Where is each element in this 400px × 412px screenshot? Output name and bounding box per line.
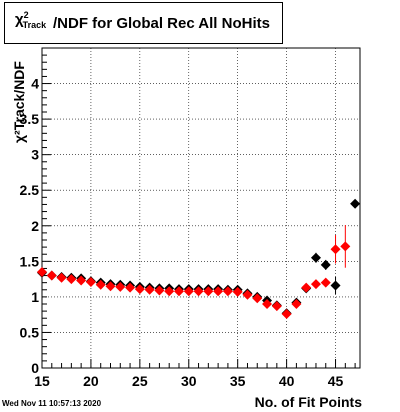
title-chi-symbol: χ2Track: [15, 10, 47, 30]
chart-title: /NDF for Global Rec All NoHits: [53, 15, 270, 32]
y-tick-label: 0: [31, 360, 39, 376]
timestamp-footer: Wed Nov 11 10:57:13 2020: [2, 399, 102, 408]
data-point-red: [125, 282, 136, 293]
data-point-red: [262, 299, 273, 309]
data-point-red: [115, 281, 126, 292]
chart-title-box: χ2Track /NDF for Global Rec All NoHits: [4, 2, 283, 44]
data-point-black: [350, 198, 361, 209]
data-point-red: [173, 286, 184, 297]
data-point-red: [183, 286, 194, 297]
data-point-red: [164, 286, 175, 297]
x-tick-label: 45: [328, 373, 344, 389]
data-point-red: [56, 272, 67, 283]
x-tick-label: 15: [34, 373, 50, 389]
y-tick-label: 2: [31, 218, 39, 234]
y-tick-label: 0.5: [20, 324, 40, 340]
y-tick-label: 4: [31, 76, 39, 92]
y-tick-label: 3: [31, 147, 39, 163]
data-point-black: [330, 280, 341, 291]
data-point-red: [66, 274, 77, 285]
data-point-red: [76, 275, 87, 286]
x-tick-label: 25: [132, 373, 148, 389]
data-point-red: [320, 277, 331, 288]
x-tick-label: 40: [279, 373, 295, 389]
data-point-black: [310, 252, 321, 263]
y-tick-label: 3.5: [20, 111, 40, 127]
data-point-red: [134, 284, 145, 295]
y-tick-label: 1.5: [20, 253, 40, 269]
data-point-red: [213, 286, 224, 297]
y-tick-label: 2.5: [20, 182, 40, 198]
data-point-red: [85, 276, 96, 287]
x-axis-title: No. of Fit Points: [254, 394, 362, 410]
data-point-red: [252, 293, 263, 304]
data-point-red: [330, 244, 341, 255]
data-point-red: [232, 286, 243, 297]
x-tick-label: 20: [83, 373, 99, 389]
data-point-red: [46, 270, 57, 281]
x-tick-label: 35: [230, 373, 246, 389]
data-point-red: [281, 308, 292, 319]
y-tick-label: 1: [31, 289, 39, 305]
data-point-red: [37, 267, 47, 277]
x-tick-label: 30: [181, 373, 197, 389]
data-point-red: [340, 241, 351, 252]
data-point-red: [242, 289, 253, 300]
data-point-black: [320, 259, 331, 270]
data-point-red: [203, 286, 214, 297]
plot-frame: [41, 47, 361, 369]
y-axis-title: χ²Track/NDF: [11, 61, 27, 143]
data-point-red: [222, 286, 233, 297]
data-point-red: [193, 286, 204, 297]
data-point-red: [291, 299, 302, 309]
data-point-red: [105, 281, 116, 292]
data-point-red: [301, 282, 312, 293]
data-point-red: [95, 279, 106, 290]
data-point-red: [154, 285, 165, 296]
data-point-red: [310, 279, 321, 290]
data-point-red: [144, 284, 155, 295]
data-point-red: [271, 301, 282, 312]
